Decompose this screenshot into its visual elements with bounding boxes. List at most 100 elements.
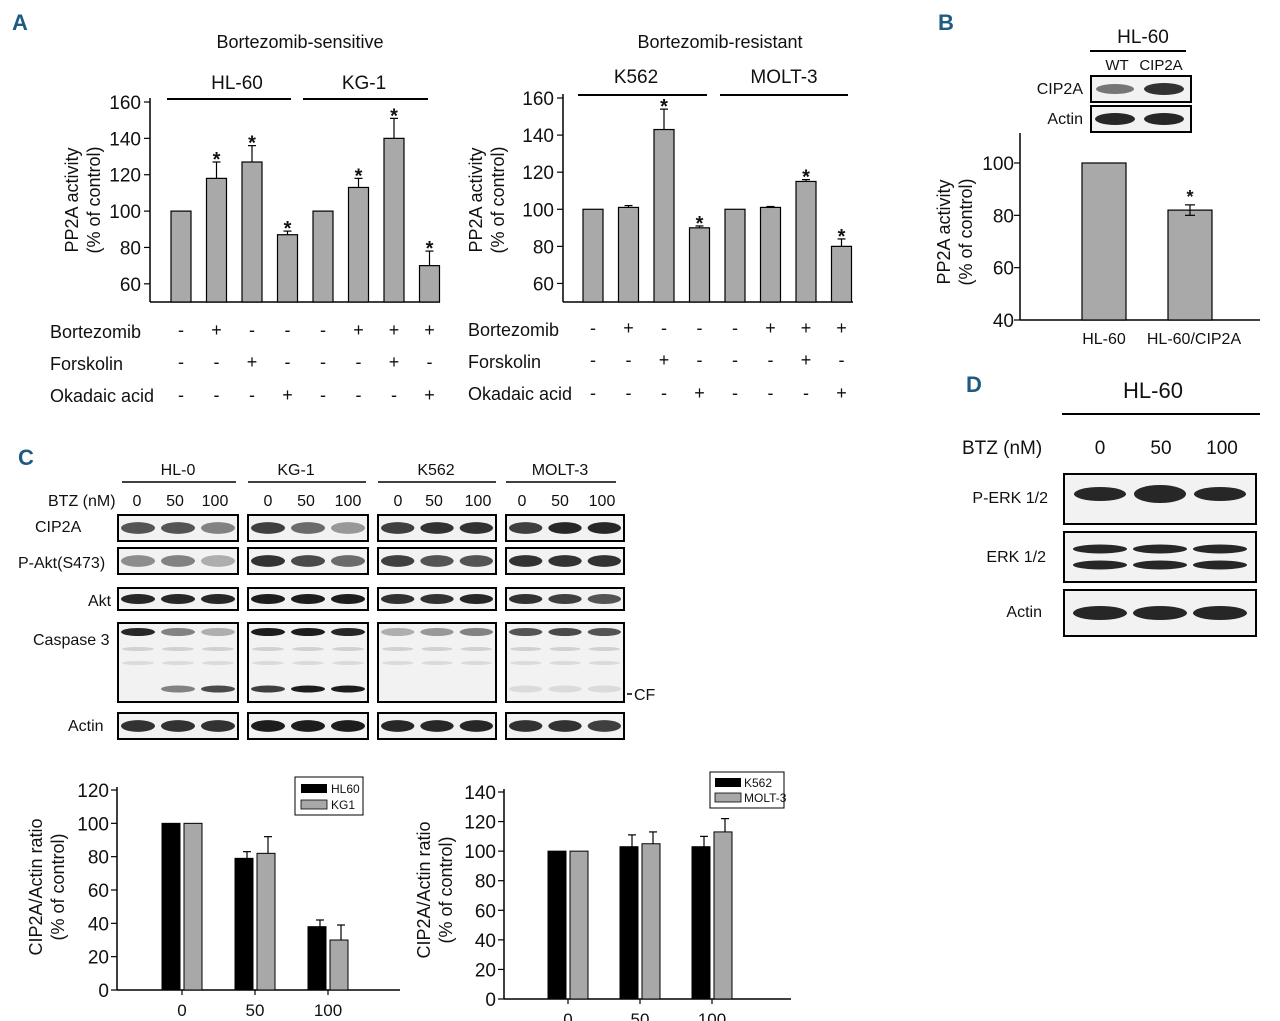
bar — [383, 137, 405, 303]
treatment-okadaic-right: Okadaic acid — [468, 384, 572, 404]
blot-band — [588, 661, 620, 665]
panel-c-left-axis: 0 20 40 60 80 100 120 0 50 100 — [77, 781, 400, 1020]
treatment-sign: - — [178, 352, 184, 372]
treatment-sign: - — [285, 352, 291, 372]
dose-label: 0 — [133, 493, 142, 510]
significance-star: * — [248, 133, 256, 155]
treatment-sign: + — [353, 320, 364, 340]
panel-label-b: B — [938, 10, 954, 35]
group-label-k562: K562 — [614, 67, 658, 88]
y-tick-label: 0 — [485, 990, 496, 1011]
dose-label: 50 — [166, 493, 184, 510]
blot-band — [332, 661, 364, 665]
treatment-sign: + — [694, 383, 705, 403]
panel-a-left-axis: 60 80 100 120 140 160 * * * * * * — [109, 93, 441, 303]
erk-band — [1193, 544, 1247, 554]
bar — [276, 234, 299, 303]
panel-d-row-perk: P-ERK 1/2 — [972, 490, 1048, 507]
bar — [830, 245, 853, 303]
caspase3-band — [331, 628, 365, 636]
blot-band — [381, 522, 415, 534]
y-tick-label: 60 — [993, 259, 1014, 280]
blot-band — [201, 594, 235, 604]
erk-band — [1133, 544, 1187, 554]
bar — [161, 822, 181, 991]
blot-band — [420, 522, 454, 534]
row-label-pakt: P-Akt(S473) — [18, 555, 105, 572]
x-category-label: HL-60 — [1082, 331, 1126, 348]
blot-band — [548, 555, 582, 567]
y-tick-label: 120 — [522, 163, 554, 184]
bar — [713, 831, 733, 1000]
blot-band — [251, 522, 285, 534]
panel-c-right-ylabel-1: CIP2A/Actin ratio — [414, 821, 434, 958]
cleaved-fragment-band — [201, 685, 235, 693]
panel-b-blot-title: HL-60 — [1117, 27, 1169, 48]
bar — [256, 852, 276, 991]
panel-c-right-legend: K562 MOLT-3 — [709, 771, 787, 809]
y-tick-label: 20 — [475, 960, 496, 981]
dose-label: 0 — [264, 493, 273, 510]
bar — [1167, 209, 1213, 321]
treatment-sign: + — [836, 318, 847, 338]
blot-band — [382, 661, 414, 665]
y-tick-label: 100 — [464, 842, 496, 863]
dose-label: 100 — [335, 493, 362, 510]
panel-c-btz-label: BTZ (nM) — [48, 493, 116, 510]
row-label-actin-c: Actin — [68, 718, 104, 735]
blot-band — [587, 555, 621, 567]
treatment-sign: - — [697, 318, 703, 338]
caspase3-band — [121, 628, 155, 636]
cip2a-band — [1096, 84, 1134, 94]
blot-band — [161, 720, 195, 732]
y-tick-label: 80 — [88, 848, 109, 869]
y-tick-label: 60 — [475, 901, 496, 922]
blot-band — [331, 594, 365, 604]
blot-band — [201, 522, 235, 534]
significance-star: * — [355, 165, 363, 187]
cleaved-fragment-band — [251, 685, 285, 693]
legend-label-kg1: KG1 — [331, 798, 355, 812]
caspase3-band — [291, 628, 325, 636]
blot-band — [121, 720, 155, 732]
x-category-label: HL-60/CIP2A — [1147, 331, 1242, 348]
dose-label: 0 — [394, 493, 403, 510]
panel-d-btz-label: BTZ (nM) — [962, 438, 1042, 459]
blot-band — [291, 720, 325, 732]
bar — [641, 843, 661, 1000]
y-tick-label: 160 — [522, 89, 554, 110]
treatment-sign: - — [590, 350, 596, 370]
blot-band — [459, 555, 494, 567]
bar — [1081, 162, 1127, 321]
panel-d-dose-100: 100 — [1206, 438, 1238, 459]
blot-band — [460, 647, 493, 651]
blot-band — [548, 720, 582, 732]
bar — [312, 210, 334, 303]
x-tick-label: 50 — [246, 1001, 265, 1020]
cleaved-fragment-band — [291, 685, 325, 693]
bar — [617, 206, 640, 303]
y-tick-label: 100 — [982, 154, 1014, 175]
panel-d-title: HL-60 — [1123, 378, 1183, 403]
blot-band — [162, 647, 194, 651]
significance-star: * — [284, 218, 292, 240]
bar — [241, 161, 263, 303]
y-tick-label: 120 — [464, 813, 496, 834]
y-tick-label: 100 — [77, 814, 109, 835]
bar — [347, 186, 370, 303]
panel-a-right-ylabel-1: PP2A activity — [466, 147, 486, 252]
panel-d-western-blots — [1063, 473, 1257, 637]
blot-band — [292, 647, 324, 651]
treatment-sign: - — [661, 318, 667, 338]
blot-band — [251, 555, 285, 567]
blot-band — [509, 594, 543, 604]
blot-band — [381, 720, 415, 732]
panel-c-left-ylabel-1: CIP2A/Actin ratio — [26, 818, 46, 955]
treatment-sign: + — [389, 320, 400, 340]
treatment-sign: + — [836, 383, 847, 403]
blot-band — [420, 594, 454, 604]
significance-star: * — [213, 149, 221, 171]
blot-band — [291, 594, 325, 604]
treatment-sign: + — [801, 318, 812, 338]
